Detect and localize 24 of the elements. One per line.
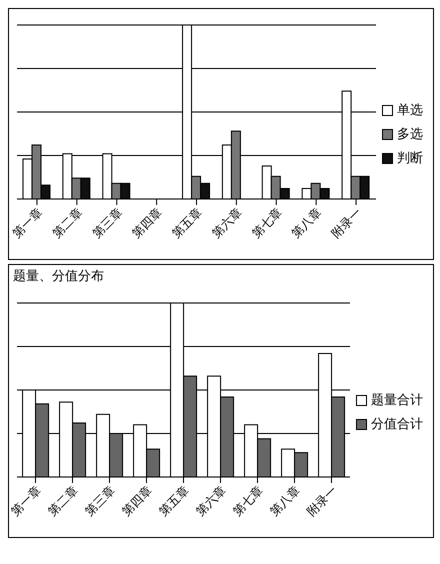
- legend-label: 题量合计: [371, 392, 423, 409]
- legend-label: 单选: [397, 102, 423, 119]
- x-tick-label: 第五章: [156, 483, 192, 519]
- legend-label: 判断: [397, 150, 423, 167]
- x-tick-label: 第四章: [129, 205, 165, 241]
- x-tick-label: 第一章: [8, 483, 44, 519]
- x-tick-label: 第三章: [90, 205, 125, 241]
- x-tick-label: 第三章: [82, 483, 118, 519]
- x-tick-label: 第四章: [119, 483, 155, 519]
- x-tick-label: 第七章: [230, 483, 266, 519]
- x-tick-label: 附录一: [328, 205, 364, 241]
- x-tick-label: 第八章: [288, 205, 324, 241]
- x-tick-label: 第六章: [209, 205, 245, 241]
- x-tick-label: 第一章: [10, 205, 46, 241]
- chart-title: 题量、分值分布: [12, 268, 105, 286]
- x-tick-label: 第五章: [169, 205, 205, 241]
- x-tick-label: 第七章: [249, 205, 284, 241]
- x-tick-label: 第六章: [193, 483, 229, 519]
- legend-label: 多选: [397, 126, 423, 143]
- x-tick-label: 第八章: [267, 483, 303, 519]
- legend-label: 分值合计: [371, 416, 423, 433]
- x-tick-label: 第二章: [50, 205, 85, 241]
- x-tick-label: 第二章: [45, 483, 81, 519]
- x-tick-label: 附录一: [304, 483, 340, 519]
